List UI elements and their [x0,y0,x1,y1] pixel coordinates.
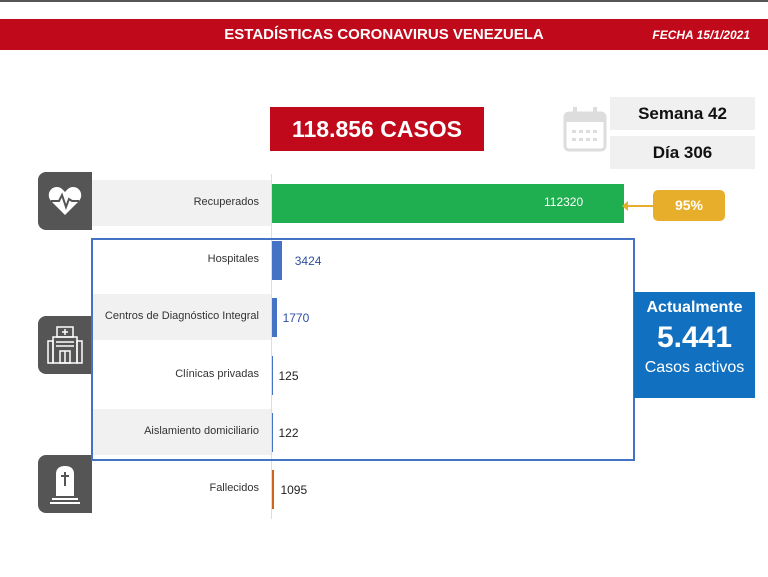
hospital-icon [38,316,92,374]
active-label-bottom: Casos activos [644,359,745,376]
bar [271,241,282,281]
date-label: FECHA 15/1/2021 [652,28,750,42]
active-cases-box: Actualmente 5.441 Casos activos [634,292,755,398]
bar [271,298,277,338]
calendar-icon [563,107,607,152]
value-label: 1770 [282,311,310,326]
row-background [92,180,271,226]
category-label: Hospitales [207,253,259,266]
active-value: 5.441 [656,321,733,354]
category-label: Clínicas privadas [175,367,259,380]
row-background [92,294,271,341]
tombstone-icon [38,455,92,513]
week-label: Semana 42 [610,97,755,130]
day-label: Día 306 [610,136,755,169]
category-label: Centros de Diagnóstico Integral [104,310,259,323]
heart-pulse-icon [38,172,92,230]
bar [271,470,275,509]
value-label: 1095 [280,483,308,497]
row-background [92,408,271,455]
recovered-percentage-badge: 95% [653,190,725,221]
value-label: 122 [278,425,299,440]
category-label: Recuperados [193,196,259,208]
total-cases: 118.856 CASOS [270,107,484,151]
active-cases-group-frame [91,238,635,461]
page-title: ESTADÍSTICAS CORONAVIRUS VENEZUELA [224,26,544,43]
bar [271,184,624,223]
value-label: 112320 [544,195,584,209]
arrow-icon [622,201,628,211]
category-label: Fallecidos [209,482,259,494]
chart-axis [271,174,272,519]
header-bar: ESTADÍSTICAS CORONAVIRUS VENEZUELA FECHA… [0,19,768,50]
value-label: 125 [278,368,299,383]
category-label: Aislamiento domiciliario [144,424,259,437]
arrow-line [626,205,654,207]
value-label: 3424 [294,254,322,269]
active-label-top: Actualmente [646,299,743,316]
